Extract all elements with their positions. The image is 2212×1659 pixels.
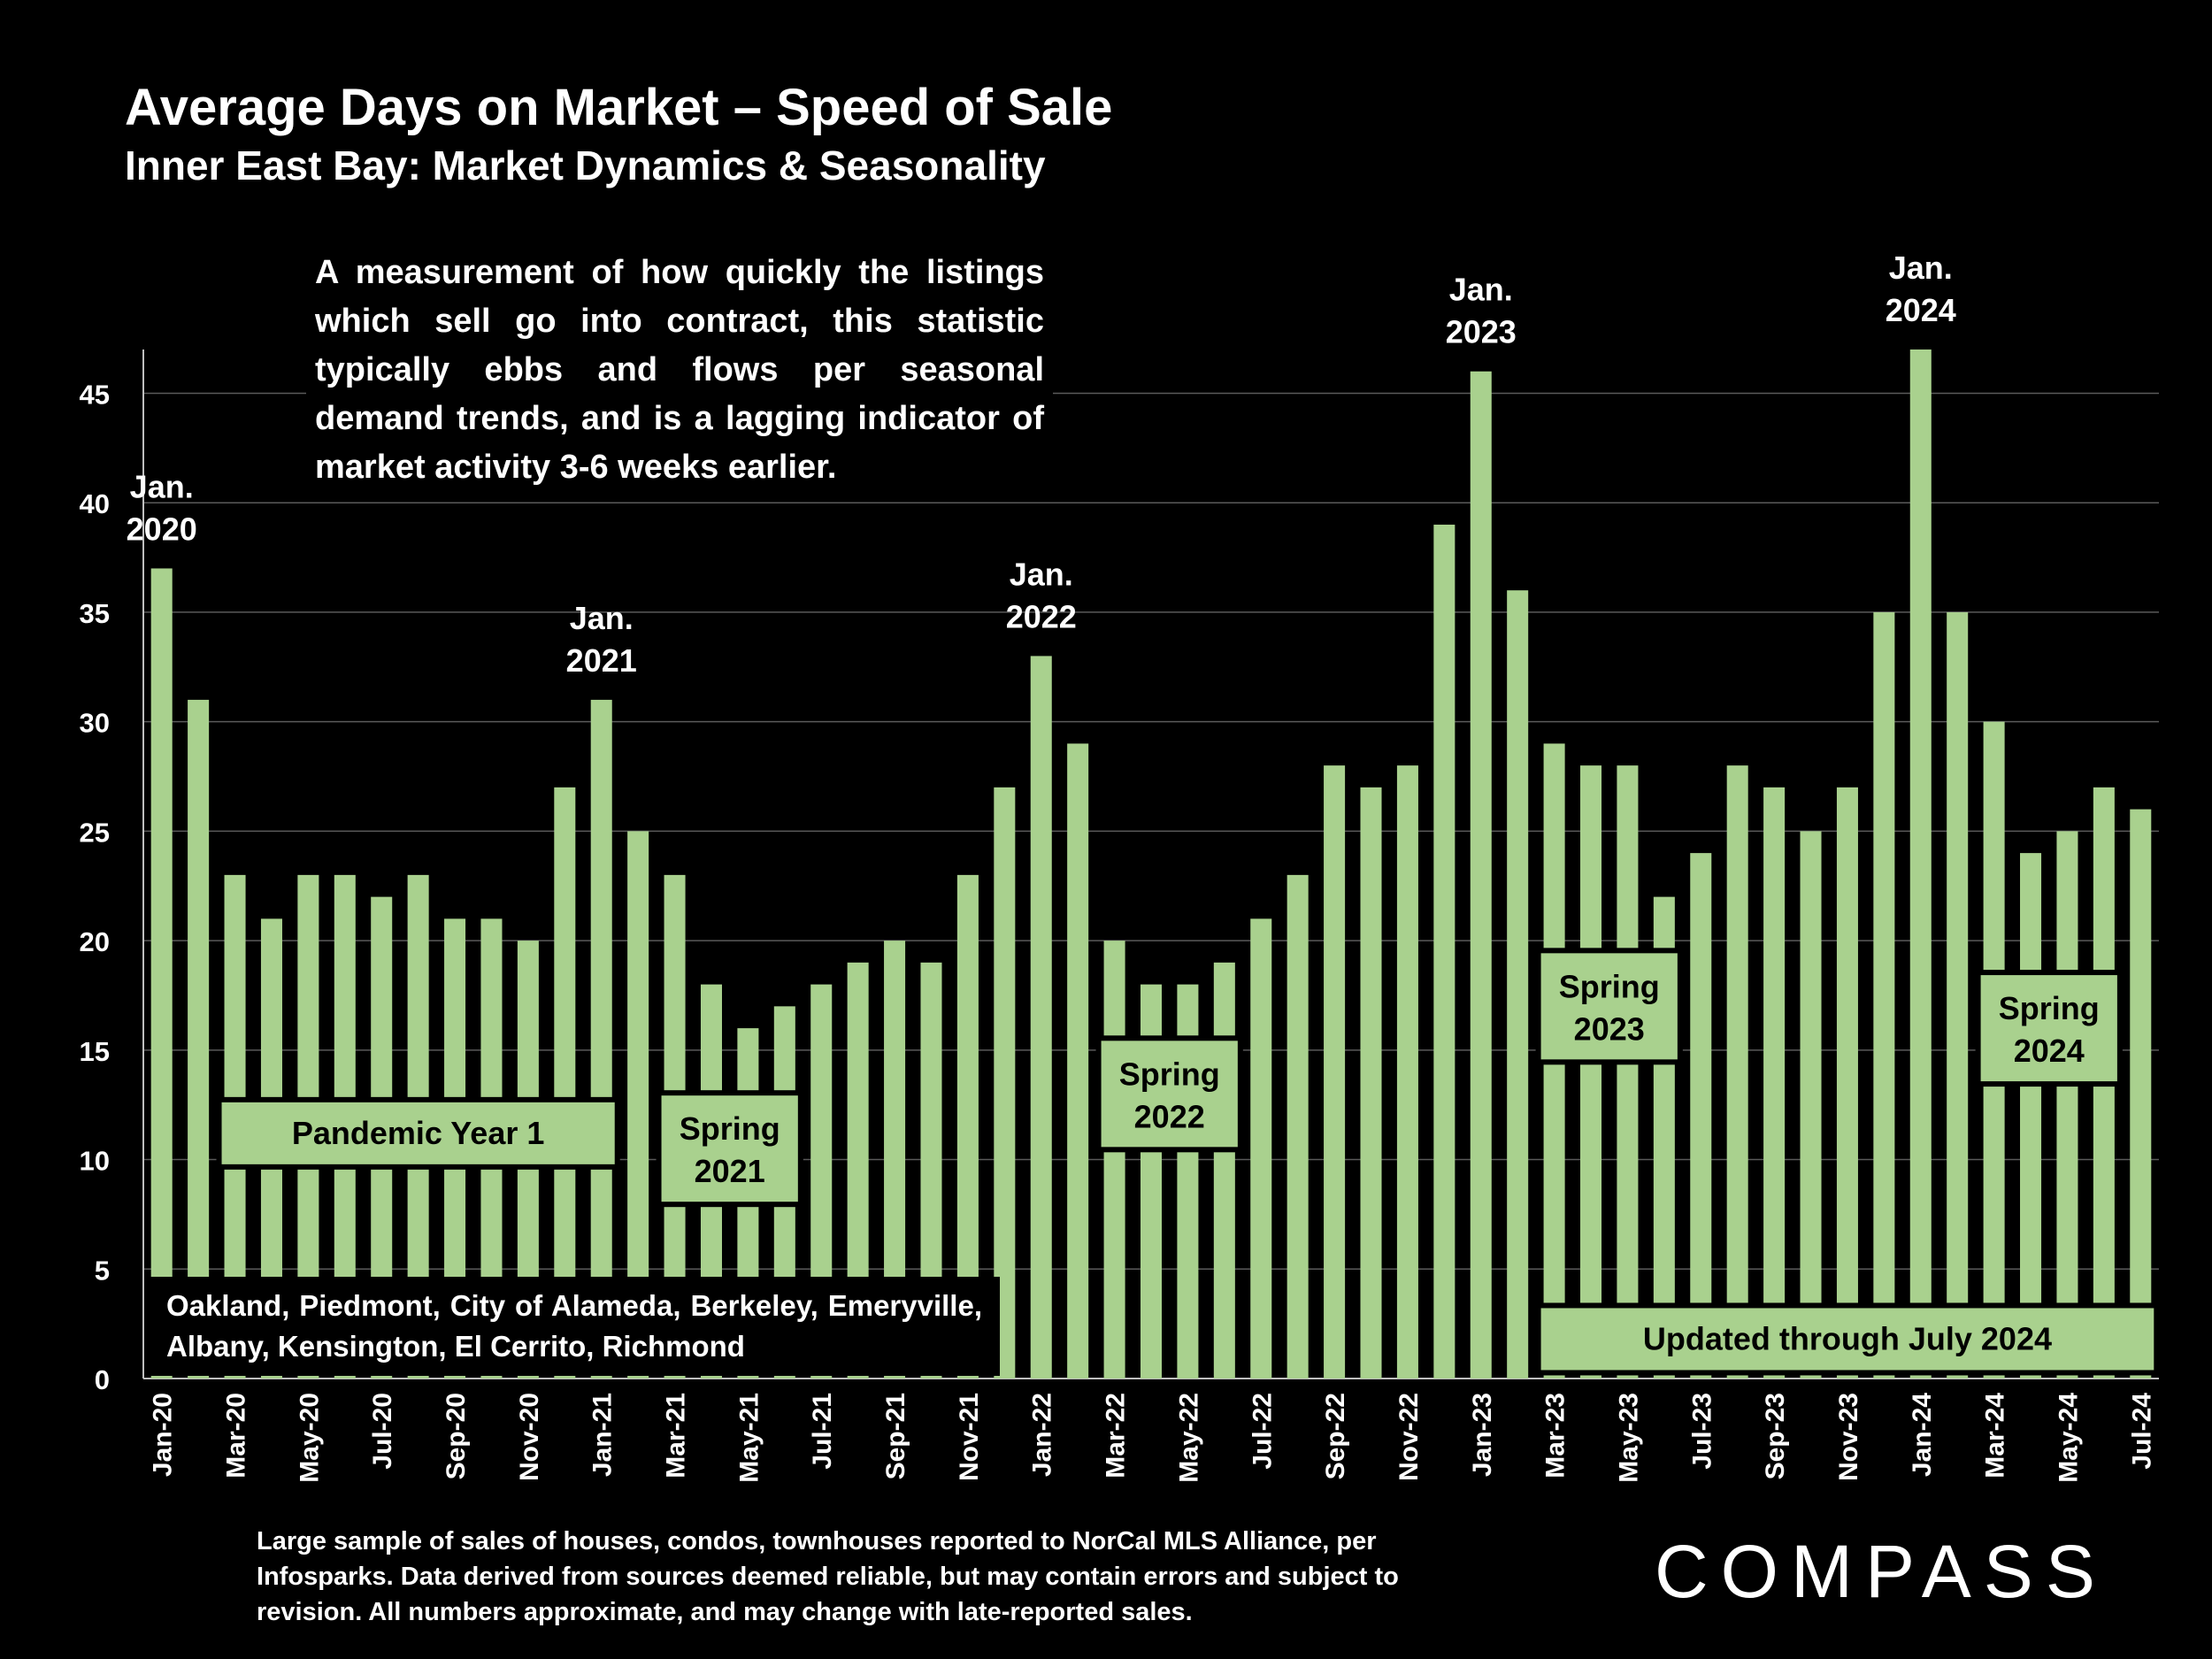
bar [1250,918,1272,1379]
description-text: A measurement of how quickly the listing… [306,243,1053,497]
x-tick-label: Mar-24 [1981,1393,2010,1479]
x-tick-label: Jan-20 [149,1393,178,1477]
bar [1360,787,1382,1379]
band-label-text: Updated through July 2024 [1643,1320,2052,1356]
band-label-text: Spring 2022 [1119,1056,1220,1134]
compass-logo: COMPASS [1655,1530,2108,1613]
x-tick-label: Jan-22 [1028,1393,1057,1477]
y-tick-label: 15 [80,1036,110,1067]
region-note: Oakland, Piedmont, City of Alameda, Berk… [149,1277,1000,1376]
bar [150,568,173,1379]
band-label-box [1535,1302,2160,1376]
bar [2056,831,2078,1379]
band-label-box [1095,1035,1243,1153]
bar [590,699,612,1379]
bar [1690,853,1712,1379]
grid-lines [142,349,2159,1379]
bar [1286,874,1309,1379]
y-tick-label: 0 [95,1364,110,1395]
footer-note: Large sample of sales of houses, condos,… [257,1527,1399,1626]
x-tick-label: Nov-20 [515,1393,544,1481]
band-label-text: Spring 2021 [680,1110,780,1189]
x-tick-label: May-20 [295,1393,324,1483]
x-tick-label: Sep-21 [881,1393,910,1479]
bar [1507,590,1529,1379]
bar [1433,524,1455,1379]
band-label-box [656,1090,803,1208]
x-tick-label: Jan-21 [588,1393,618,1477]
bar [2130,809,2152,1379]
x-tick-label: Sep-23 [1761,1393,1790,1479]
annotations: Jan. 2020 Jan. 2021 Jan. 2022 Jan. 2023 Jan. 2024… [127,250,2160,1376]
y-tick-label: 25 [80,817,110,848]
band-label-box [216,1096,620,1170]
chart-title: Average Days on Market – Speed of Sale [125,79,1113,136]
bar [1067,743,1089,1379]
x-tick-label: Jul-21 [808,1393,837,1470]
x-tick-label: Jan-23 [1468,1393,1497,1477]
y-axis-ticks: 0 5 10 15 20 25 30 35 40 45 [80,379,110,1395]
band-label-box [1535,948,1683,1065]
bar [1617,765,1639,1379]
bar [1030,656,1052,1379]
x-tick-label: Nov-22 [1394,1393,1424,1481]
bar [1103,941,1125,1379]
x-tick-label: Nov-23 [1834,1393,1863,1481]
band-label-text: Spring 2024 [1999,990,2100,1069]
bar [1213,962,1235,1379]
x-tick-label: Mar-20 [222,1393,251,1479]
x-tick-label: Jul-24 [2127,1393,2156,1470]
x-tick-label: Sep-20 [442,1393,471,1479]
bar [1909,349,1932,1379]
y-tick-label: 20 [80,926,110,957]
x-tick-label: Mar-21 [662,1393,691,1479]
bar [1324,765,1346,1379]
x-tick-label: Jul-23 [1687,1393,1717,1470]
bar [188,699,210,1379]
x-tick-label: Nov-21 [955,1393,984,1481]
bar [1947,611,1969,1379]
x-tick-label: Jan-24 [1908,1393,1937,1477]
band-label-box [1975,970,2123,1087]
period-annotation: Jan. 2020 [127,468,197,547]
bar [1396,765,1418,1379]
bar [1836,787,1858,1379]
bar [1470,371,1492,1379]
x-tick-label: May-22 [1174,1393,1203,1483]
period-annotation: Jan. 2022 [1006,556,1077,634]
period-annotation: Jan. 2023 [1446,272,1517,350]
x-tick-label: Mar-22 [1102,1393,1131,1479]
y-tick-label: 40 [80,488,110,519]
band-label-text: Pandemic Year 1 [292,1115,545,1151]
x-tick-label: May-21 [734,1393,764,1483]
x-tick-label: Jul-22 [1248,1393,1277,1470]
chart-subtitle: Inner East Bay: Market Dynamics & Season… [125,142,1046,188]
period-annotation: Jan. 2021 [566,600,637,679]
y-tick-label: 10 [80,1146,110,1177]
bar [1763,787,1786,1379]
x-tick-label: Sep-22 [1321,1393,1350,1479]
y-tick-label: 45 [80,379,110,410]
y-tick-label: 5 [95,1255,110,1286]
bar [1800,831,1822,1379]
bar [2020,853,2042,1379]
bars [150,349,2152,1379]
bar [1580,765,1602,1379]
y-tick-label: 35 [80,598,110,629]
x-tick-label: May-24 [2054,1393,2083,1483]
x-tick-label: Jul-20 [368,1393,397,1470]
x-tick-label: May-23 [1614,1393,1643,1483]
period-annotation: Jan. 2024 [1886,250,1956,328]
x-tick-label: Mar-23 [1541,1393,1571,1479]
y-tick-label: 30 [80,708,110,739]
band-label-text: Spring 2023 [1559,968,1660,1047]
bar [1726,765,1748,1379]
bar [1873,611,1895,1379]
x-axis-ticks: Jan-20 Mar-20 May-20 Jul-20 Sep-20 Nov-20 Jan-… [149,1393,2157,1483]
